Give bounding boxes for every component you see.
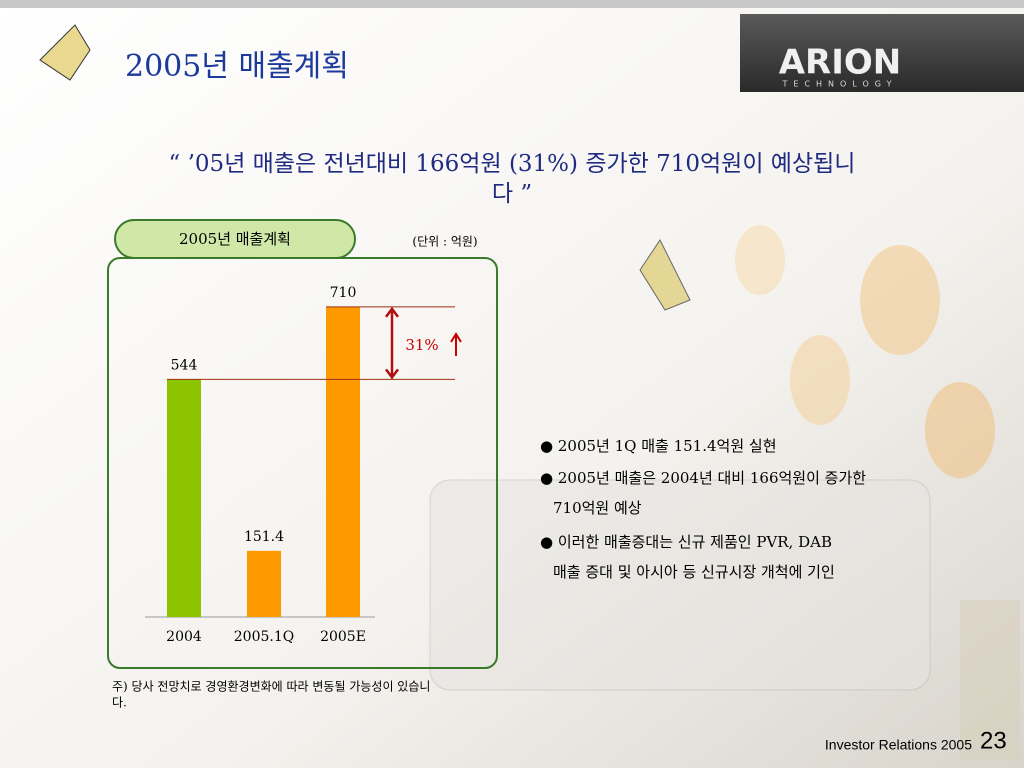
logo-panel: [740, 14, 1024, 92]
footer: Investor Relations 2005: [825, 737, 972, 753]
chart-title: 2005년 매출계획: [179, 230, 291, 248]
bullet: ● 2005년 매출은 2004년 대비 166억원이 증가한: [540, 469, 866, 487]
x-tick-label: 2004: [166, 629, 202, 645]
bullet-text: 2005년 1Q 매출 151.4억원 실현: [558, 437, 777, 455]
decor: [429, 225, 1020, 760]
bullet: ● 2005년 1Q 매출 151.4억원 실현: [540, 437, 777, 455]
value-label: 151.4: [244, 529, 284, 545]
bullet-text: 이러한 매출증대는 신규 제품인 PVR, DAB: [558, 533, 832, 551]
footnote: 주) 당사 전망치로 경영환경변화에 따라 변동될 가능성이 있습니: [112, 680, 430, 694]
bullet-text: 2005년 매출은 2004년 대비 166억원이 증가한: [558, 469, 866, 487]
butterfly: [639, 239, 691, 311]
logo-sub: TECHNOLOGY: [782, 80, 898, 89]
bar: [326, 306, 360, 617]
value-label: 710: [330, 285, 357, 301]
page-number: 23: [980, 727, 1007, 754]
bullet: ● 이러한 매출증대는 신규 제품인 PVR, DAB: [540, 533, 832, 551]
bar: [167, 379, 201, 617]
value-label: 544: [171, 357, 198, 373]
annotation: 31%: [405, 336, 438, 354]
unit-note: (단위 : 억원): [412, 235, 477, 249]
quote: “ ’05년 매출은 전년대비 166억원 (31%) 증가한 710억원이 예…: [169, 151, 856, 177]
butterfly: [39, 24, 91, 81]
x-tick-label: 2005.1Q: [234, 629, 294, 645]
bullet-text: 710억원 예상: [553, 499, 642, 517]
x-tick-label: 2005E: [320, 629, 366, 645]
up-arrow: [450, 332, 462, 356]
difference-arrow: [385, 306, 399, 380]
chart-title-box: [114, 219, 356, 259]
footnote: 다.: [112, 696, 127, 710]
top-band: [0, 0, 1024, 8]
bullet-text: 매출 증대 및 아시아 등 신규시장 개척에 기인: [553, 563, 835, 581]
slide-title: 2005년 매출계획: [125, 49, 349, 84]
logo: ARION: [779, 43, 902, 83]
bar: [247, 550, 281, 617]
quote: 다 ”: [492, 181, 532, 207]
